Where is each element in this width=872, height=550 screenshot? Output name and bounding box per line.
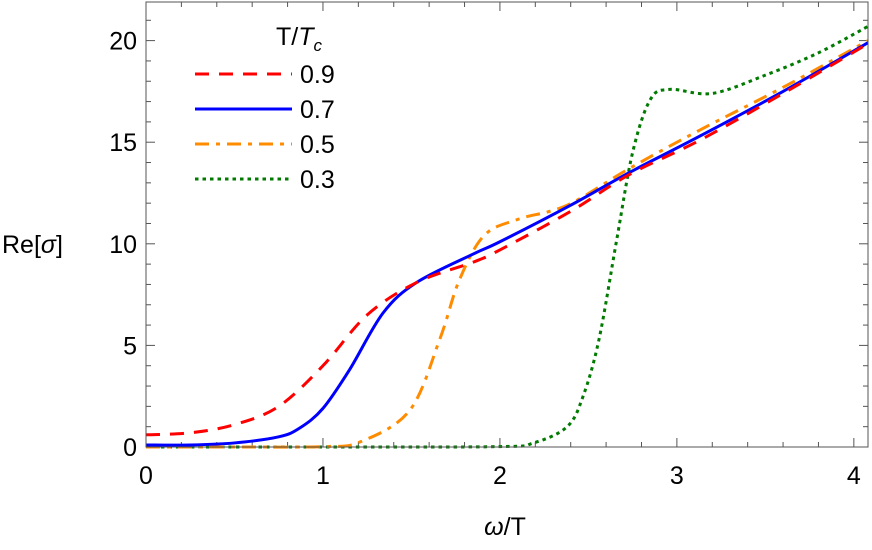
- x-tick-label: 4: [847, 462, 861, 490]
- legend-title: T/Tc: [276, 23, 323, 55]
- series-line-0.5: [145, 39, 869, 449]
- x-tick-label: 0: [139, 462, 153, 490]
- x-tick-label: 1: [316, 462, 330, 490]
- legend-label: 0.9: [300, 61, 335, 89]
- y-axis-label: Re[σ]: [2, 231, 63, 259]
- y-tick-label: 5: [123, 332, 137, 360]
- plot-frame: [145, 1, 869, 448]
- tick-labels: 0 1 2 3 4 0 5 10 15 20: [109, 28, 861, 490]
- y-tick-label: 15: [109, 129, 137, 157]
- y-tick-label: 10: [109, 231, 137, 259]
- legend-label: 0.3: [300, 166, 335, 194]
- y-tick-label: 0: [123, 434, 137, 462]
- x-axis-label: ω/T: [484, 513, 526, 541]
- series-line-0.9: [145, 42, 869, 437]
- axis-ticks: [145, 2, 868, 448]
- y-tick-label: 20: [109, 28, 137, 56]
- legend: T/Tc 0.9 0.7 0.5 0.3: [195, 23, 335, 194]
- legend-label: 0.7: [300, 96, 335, 124]
- series-line-0.7: [145, 41, 869, 447]
- x-tick-label: 2: [493, 462, 507, 490]
- legend-label: 0.5: [300, 131, 335, 159]
- series-curves: [145, 25, 869, 449]
- x-tick-label: 3: [670, 462, 684, 490]
